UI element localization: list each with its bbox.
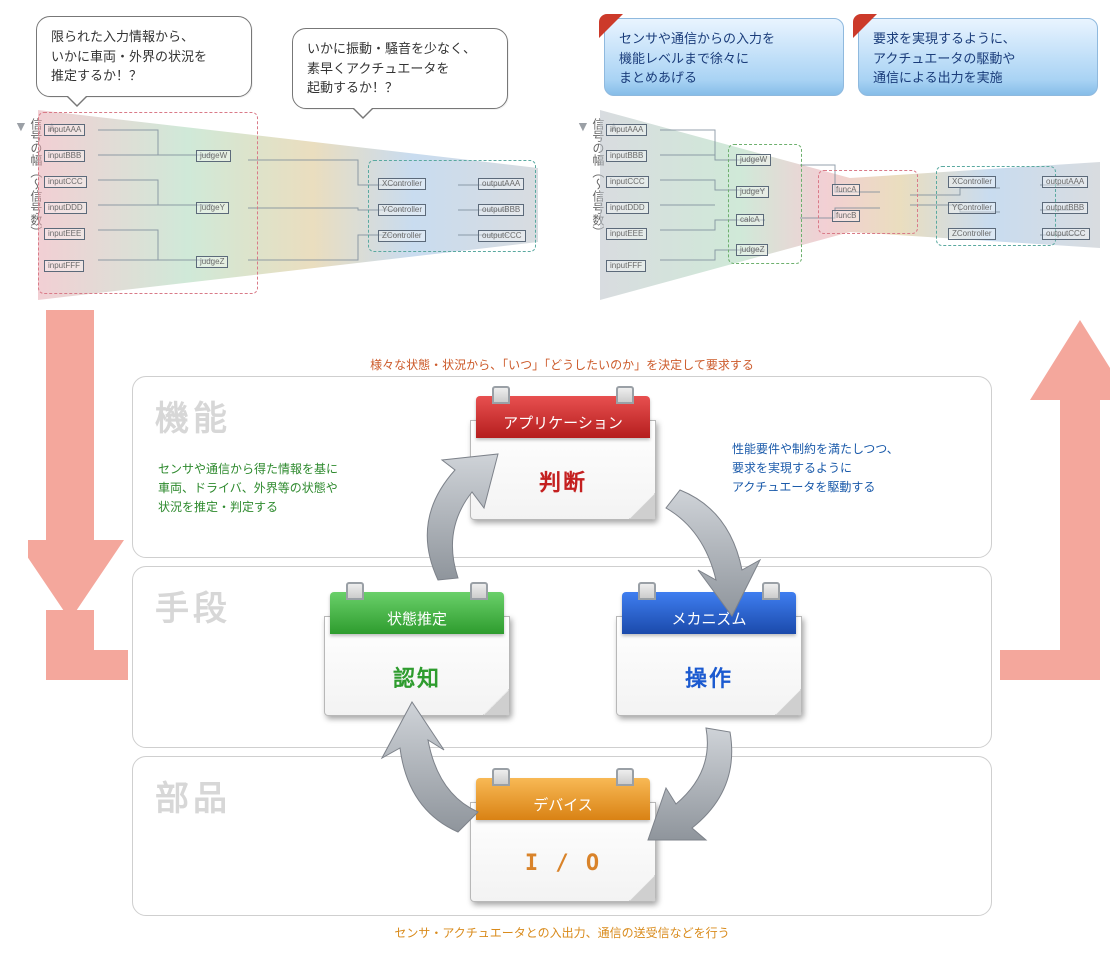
- card-title: アプリケーション: [503, 412, 623, 433]
- bubble-text: いかに振動・騒音を少なく、 素早くアクチュエータを 起動するか！？: [307, 41, 476, 95]
- dashbox-pink: [818, 170, 918, 234]
- card-title: 状態推定: [387, 608, 447, 629]
- block: inputCCC: [606, 176, 649, 188]
- speech-bubble-right: いかに振動・騒音を少なく、 素早くアクチュエータを 起動するか！？: [292, 28, 508, 109]
- block: judgeY: [736, 186, 769, 198]
- card-value: 認知: [393, 661, 441, 693]
- block: judgeW: [736, 154, 771, 166]
- block: judgeW: [196, 150, 231, 162]
- tier-mid: 手段: [132, 566, 992, 748]
- block: judgeZ: [196, 256, 228, 268]
- block: outputAAA: [478, 178, 524, 190]
- funnel-left: inputAAA inputBBB inputCCC inputDDD inpu…: [38, 110, 538, 300]
- block: inputCCC: [44, 176, 87, 188]
- tier-label: 機能: [155, 391, 231, 440]
- block: YController: [378, 204, 426, 216]
- block: inputDDD: [606, 202, 649, 214]
- blue-callout-left: センサや通信からの入力を 機能レベルまで徐々に まとめあげる: [604, 18, 844, 96]
- blue-callout-right: 要求を実現するように、 アクチュエータの駆動や 通信による出力を実施: [858, 18, 1098, 96]
- block: funcB: [832, 210, 860, 222]
- block: ZController: [378, 230, 426, 242]
- pink-arrow-down: [28, 310, 128, 680]
- tier-caption-bottom: センサ・アクチュエータとの入出力、通信の送受信などを行う: [132, 924, 992, 941]
- card-state: 認知 状態推定: [324, 592, 510, 716]
- card-device: I / O デバイス: [470, 778, 656, 902]
- block: judgeZ: [736, 244, 768, 256]
- card-mechanism: 操作 メカニズム: [616, 592, 802, 716]
- side-note-left: センサや通信から得た情報を基に 車両、ドライバ、外界等の状態や 状況を推定・判定…: [158, 460, 358, 518]
- block: inputEEE: [44, 228, 85, 240]
- block: inputBBB: [44, 150, 85, 162]
- callout-text: センサや通信からの入力を 機能レベルまで徐々に まとめあげる: [619, 31, 775, 85]
- block: ZController: [948, 228, 996, 240]
- side-note-right: 性能要件や制約を満たしつつ、 要求を実現するように アクチュエータを駆動する: [732, 440, 932, 498]
- block: inputBBB: [606, 150, 647, 162]
- card-title: メカニズム: [671, 608, 746, 629]
- funnel-right: inputAAA inputBBB inputCCC inputDDD inpu…: [600, 110, 1100, 300]
- block: XController: [948, 176, 996, 188]
- block: inputFFF: [606, 260, 646, 272]
- tier-label: 部品: [155, 771, 231, 820]
- block: inputDDD: [44, 202, 87, 214]
- card-title: デバイス: [533, 794, 593, 815]
- block: calcA: [736, 214, 764, 226]
- block: inputFFF: [44, 260, 84, 272]
- block: YController: [948, 202, 996, 214]
- block: outputBBB: [1042, 202, 1088, 214]
- card-value: 操作: [685, 661, 733, 693]
- card-value: I / O: [525, 851, 601, 876]
- tier-caption-top: 様々な状態・状況から、「いつ」「どうしたいのか」を決定して要求する: [132, 356, 992, 373]
- block: outputCCC: [1042, 228, 1090, 240]
- block: outputCCC: [478, 230, 526, 242]
- block: outputBBB: [478, 204, 524, 216]
- block: XController: [378, 178, 426, 190]
- tier-label: 手段: [155, 581, 231, 630]
- block: inputEEE: [606, 228, 647, 240]
- bubble-text: 限られた入力情報から、 いかに車両・外界の状況を 推定するか！？: [51, 29, 207, 83]
- callout-text: 要求を実現するように、 アクチュエータの駆動や 通信による出力を実施: [873, 31, 1016, 85]
- block: funcA: [832, 184, 860, 196]
- block: inputAAA: [44, 124, 85, 136]
- block: judgeY: [196, 202, 229, 214]
- block: outputAAA: [1042, 176, 1088, 188]
- card-application: 判断 アプリケーション: [470, 396, 656, 520]
- speech-bubble-left: 限られた入力情報から、 いかに車両・外界の状況を 推定するか！？: [36, 16, 252, 97]
- block: inputAAA: [606, 124, 647, 136]
- card-value: 判断: [539, 465, 587, 497]
- pink-arrow-up: [1000, 310, 1110, 680]
